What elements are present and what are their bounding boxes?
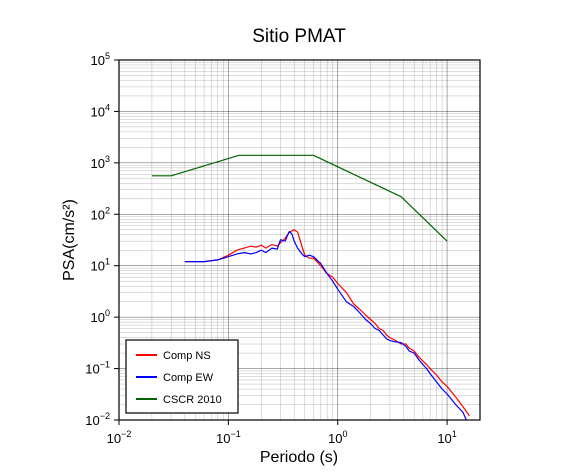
x-tick-label: 100 (328, 429, 347, 446)
y-tick-label: 103 (91, 154, 110, 171)
series-line-comp-ns (184, 229, 470, 417)
plot-frame (118, 59, 481, 421)
series-line-comp-ew (184, 231, 467, 421)
x-axis: 10−2 10−1 100 101 (107, 420, 457, 446)
legend-label: Comp NS (163, 350, 211, 362)
y-tick-label: 104 (91, 102, 110, 119)
plot-area (151, 154, 470, 421)
y-axis: 10−2 10−1 100 101 102 103 104 105 (85, 51, 119, 428)
legend-label: Comp EW (163, 372, 214, 384)
series-line-cscr-2010 (151, 154, 448, 242)
legend-label: CSCR 2010 (163, 394, 222, 406)
y-tick-label: 105 (91, 51, 110, 68)
y-tick-label: 10−1 (85, 360, 110, 377)
y-tick-label: 10−2 (85, 411, 110, 428)
chart-title: Sitio PMAT (252, 26, 346, 47)
x-tick-label: 10−1 (216, 429, 241, 446)
y-tick-label: 102 (91, 205, 110, 222)
legend: Comp NS Comp EW CSCR 2010 (125, 339, 239, 414)
x-tick-label: 101 (437, 429, 456, 446)
x-axis-title: Periodo (s) (260, 449, 338, 466)
y-tick-label: 101 (91, 257, 110, 274)
y-tick-label: 100 (91, 308, 110, 325)
y-axis-title: PSA(cm/s²) (61, 199, 78, 281)
x-tick-label: 10−2 (107, 429, 132, 446)
